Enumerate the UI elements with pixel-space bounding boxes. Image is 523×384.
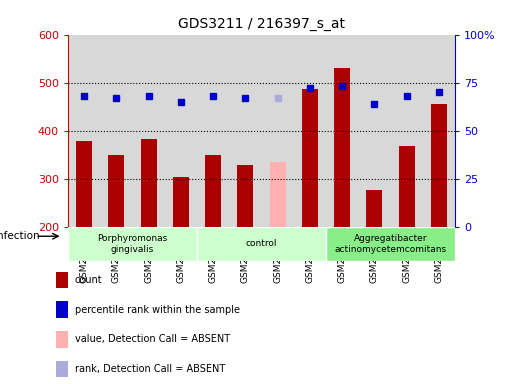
Bar: [197, 35, 229, 227]
Bar: [431, 104, 447, 227]
Bar: [68, 227, 197, 261]
Bar: [100, 227, 132, 261]
Bar: [76, 141, 92, 227]
Text: rank, Detection Call = ABSENT: rank, Detection Call = ABSENT: [75, 364, 225, 374]
Text: value, Detection Call = ABSENT: value, Detection Call = ABSENT: [75, 334, 230, 344]
Bar: [391, 227, 423, 261]
Bar: [132, 35, 165, 227]
Bar: [391, 35, 423, 227]
Bar: [423, 35, 455, 227]
Bar: [229, 227, 262, 261]
Bar: [56, 271, 67, 288]
Bar: [262, 227, 294, 261]
Text: count: count: [75, 275, 103, 285]
Bar: [326, 35, 358, 227]
Bar: [326, 227, 455, 261]
Bar: [100, 35, 132, 227]
Bar: [366, 190, 382, 227]
Bar: [334, 68, 350, 227]
Bar: [294, 35, 326, 227]
Bar: [173, 177, 189, 227]
Text: percentile rank within the sample: percentile rank within the sample: [75, 305, 240, 314]
Bar: [165, 227, 197, 261]
Bar: [205, 155, 221, 227]
Bar: [132, 227, 165, 261]
Bar: [269, 162, 286, 227]
Bar: [197, 227, 229, 261]
Bar: [358, 35, 391, 227]
Bar: [56, 331, 67, 348]
Bar: [262, 35, 294, 227]
Text: Porphyromonas
gingivalis: Porphyromonas gingivalis: [97, 234, 167, 253]
Bar: [56, 361, 67, 377]
Text: Aggregatibacter
actinomycetemcomitans: Aggregatibacter actinomycetemcomitans: [334, 234, 447, 253]
Bar: [197, 227, 326, 261]
Text: infection: infection: [0, 231, 40, 241]
Title: GDS3211 / 216397_s_at: GDS3211 / 216397_s_at: [178, 17, 345, 31]
Bar: [229, 35, 262, 227]
Bar: [141, 139, 157, 227]
Bar: [302, 89, 318, 227]
Bar: [68, 227, 100, 261]
Bar: [108, 155, 124, 227]
Text: control: control: [246, 239, 277, 248]
Bar: [165, 35, 197, 227]
Bar: [56, 301, 67, 318]
Bar: [399, 146, 415, 227]
Bar: [68, 35, 100, 227]
Bar: [326, 227, 358, 261]
Bar: [294, 227, 326, 261]
Bar: [237, 165, 254, 227]
Bar: [358, 227, 391, 261]
Bar: [423, 227, 455, 261]
